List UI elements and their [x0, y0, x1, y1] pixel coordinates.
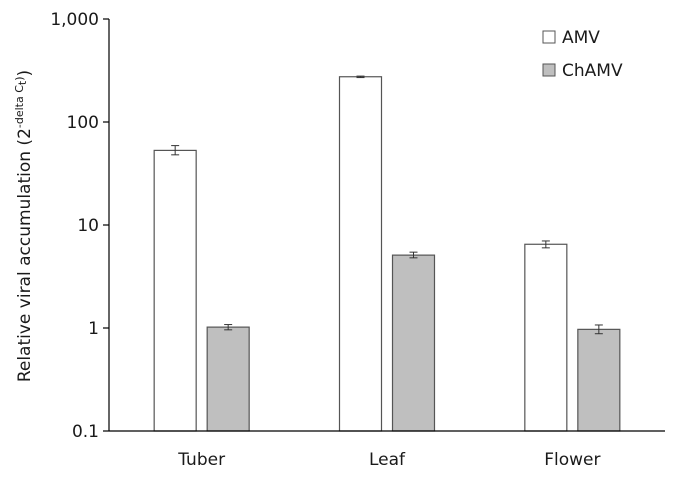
bar-chamv-leaf	[391, 254, 436, 432]
x-tick-label: Flower	[544, 450, 600, 470]
bars	[153, 76, 621, 432]
x-tick-label: Tuber	[177, 450, 225, 470]
y-tick-label: 10	[77, 216, 99, 236]
y-axis-label: Relative viral accumulation (2-delta Ct)…	[13, 70, 35, 382]
y-axis: 0.1 1 10 100 1,000	[50, 10, 110, 442]
x-axis: Tuber Leaf Flower	[109, 430, 665, 470]
legend-label-amv: AMV	[562, 28, 600, 48]
bar-amv-leaf	[338, 76, 383, 432]
legend: AMV ChAMV	[542, 28, 623, 81]
legend-swatch-amv	[542, 30, 556, 44]
y-tick-label: 1,000	[50, 10, 99, 30]
legend-label-chamv: ChAMV	[562, 61, 623, 81]
y-tick-label: 1	[88, 319, 99, 339]
bar-chamv-tuber	[206, 326, 250, 432]
y-tick-label: 0.1	[72, 422, 99, 442]
x-tick-label: Leaf	[369, 450, 406, 470]
bar-amv-flower	[524, 243, 568, 432]
bar-amv-tuber	[153, 149, 197, 432]
bar-chamv-flower	[577, 328, 621, 432]
legend-swatch-chamv	[542, 63, 556, 77]
error-bars	[171, 75, 603, 335]
y-tick-label: 100	[67, 113, 99, 133]
